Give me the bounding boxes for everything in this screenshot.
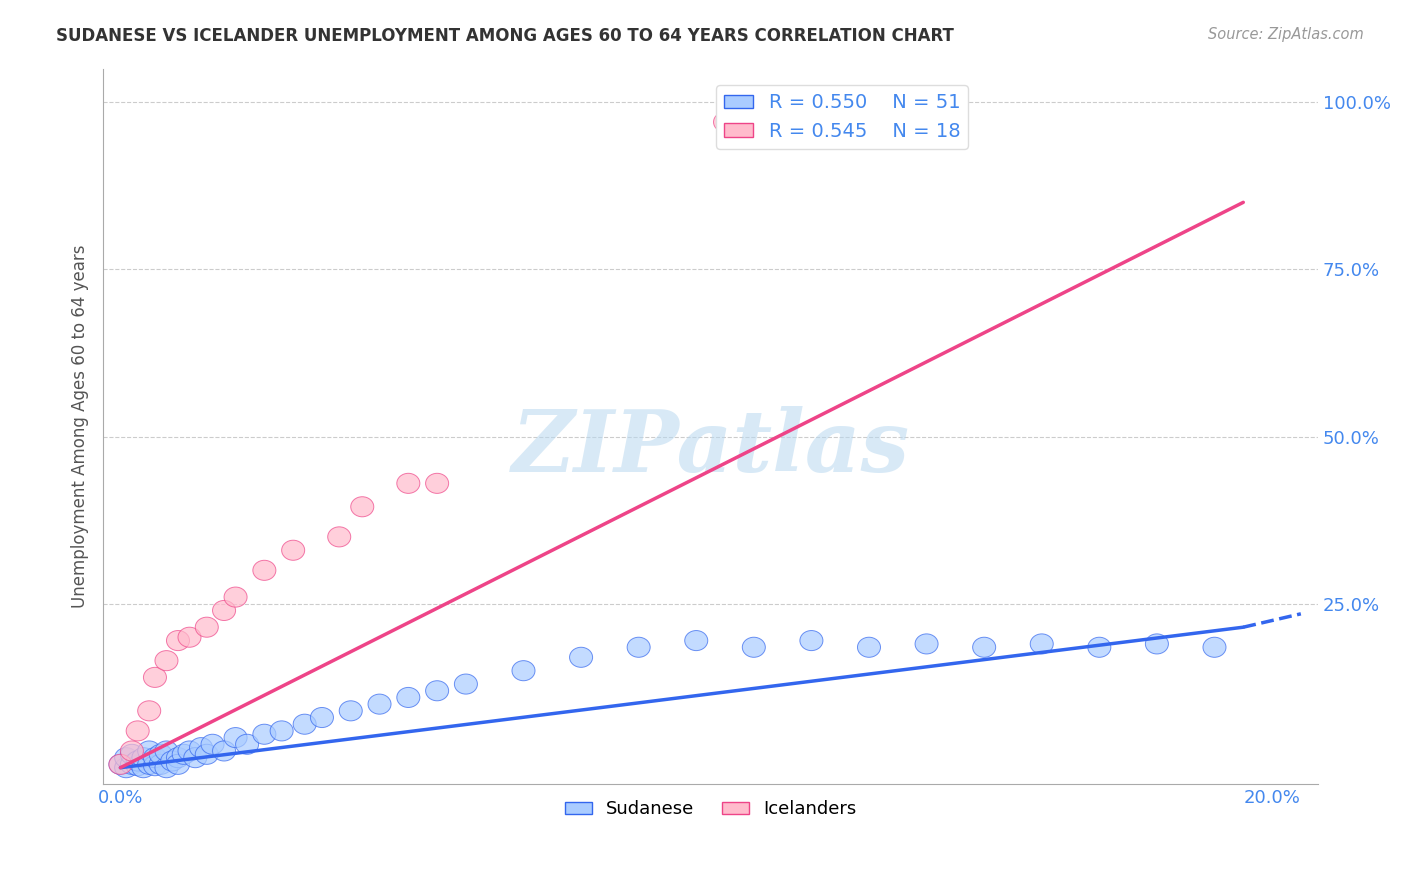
Ellipse shape [328, 527, 350, 547]
Ellipse shape [127, 756, 149, 776]
Ellipse shape [973, 637, 995, 657]
Ellipse shape [108, 755, 132, 774]
Ellipse shape [115, 747, 138, 768]
Ellipse shape [166, 747, 190, 768]
Ellipse shape [190, 738, 212, 757]
Ellipse shape [212, 600, 236, 621]
Ellipse shape [454, 674, 478, 694]
Ellipse shape [166, 631, 190, 650]
Ellipse shape [1204, 637, 1226, 657]
Ellipse shape [138, 755, 160, 774]
Ellipse shape [121, 741, 143, 761]
Text: SUDANESE VS ICELANDER UNEMPLOYMENT AMONG AGES 60 TO 64 YEARS CORRELATION CHART: SUDANESE VS ICELANDER UNEMPLOYMENT AMONG… [56, 27, 955, 45]
Ellipse shape [201, 734, 224, 755]
Y-axis label: Unemployment Among Ages 60 to 64 years: Unemployment Among Ages 60 to 64 years [72, 244, 89, 608]
Ellipse shape [127, 721, 149, 741]
Ellipse shape [396, 688, 420, 707]
Ellipse shape [121, 744, 143, 764]
Ellipse shape [311, 707, 333, 728]
Ellipse shape [396, 474, 420, 493]
Ellipse shape [149, 744, 172, 764]
Ellipse shape [149, 755, 172, 774]
Ellipse shape [143, 747, 166, 768]
Ellipse shape [132, 757, 155, 778]
Ellipse shape [166, 755, 190, 774]
Ellipse shape [155, 650, 179, 671]
Ellipse shape [108, 755, 132, 774]
Ellipse shape [270, 721, 294, 741]
Ellipse shape [138, 741, 160, 761]
Ellipse shape [713, 112, 737, 132]
Ellipse shape [512, 661, 536, 681]
Ellipse shape [569, 648, 592, 667]
Ellipse shape [253, 724, 276, 744]
Ellipse shape [368, 694, 391, 714]
Ellipse shape [179, 741, 201, 761]
Ellipse shape [627, 637, 650, 657]
Ellipse shape [195, 617, 218, 637]
Ellipse shape [253, 560, 276, 581]
Ellipse shape [281, 541, 305, 560]
Ellipse shape [858, 637, 880, 657]
Ellipse shape [426, 681, 449, 701]
Ellipse shape [915, 634, 938, 654]
Ellipse shape [1088, 637, 1111, 657]
Ellipse shape [426, 474, 449, 493]
Ellipse shape [121, 755, 143, 774]
Ellipse shape [143, 667, 166, 688]
Ellipse shape [195, 744, 218, 764]
Ellipse shape [143, 756, 166, 776]
Text: ZIPatlas: ZIPatlas [512, 406, 910, 490]
Ellipse shape [115, 757, 138, 778]
Ellipse shape [1146, 634, 1168, 654]
Ellipse shape [155, 757, 179, 778]
Ellipse shape [132, 747, 155, 768]
Ellipse shape [800, 631, 823, 650]
Ellipse shape [155, 741, 179, 761]
Text: Source: ZipAtlas.com: Source: ZipAtlas.com [1208, 27, 1364, 42]
Ellipse shape [212, 741, 236, 761]
Legend: Sudanese, Icelanders: Sudanese, Icelanders [558, 793, 863, 825]
Ellipse shape [127, 751, 149, 771]
Ellipse shape [339, 701, 363, 721]
Ellipse shape [172, 744, 195, 764]
Ellipse shape [294, 714, 316, 734]
Ellipse shape [224, 587, 247, 607]
Ellipse shape [685, 631, 707, 650]
Ellipse shape [160, 751, 184, 771]
Ellipse shape [350, 497, 374, 516]
Ellipse shape [138, 701, 160, 721]
Ellipse shape [224, 728, 247, 747]
Ellipse shape [742, 637, 765, 657]
Ellipse shape [1031, 634, 1053, 654]
Ellipse shape [236, 734, 259, 755]
Ellipse shape [179, 627, 201, 648]
Ellipse shape [184, 747, 207, 768]
